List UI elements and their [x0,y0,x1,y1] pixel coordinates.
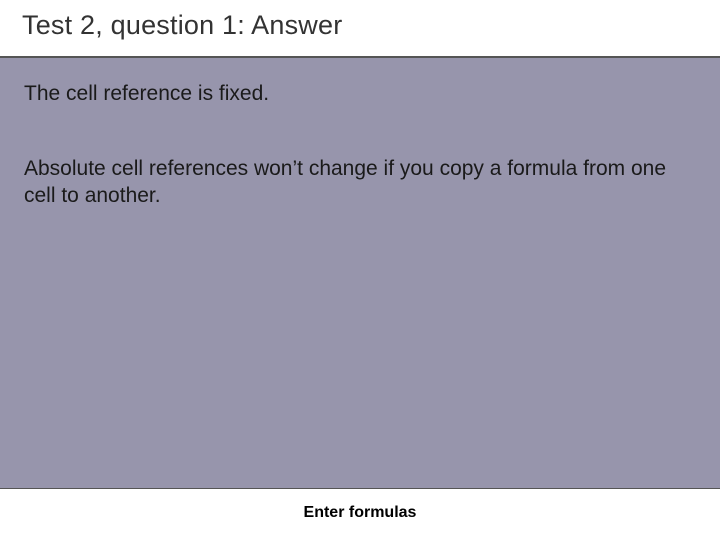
footer-text: Enter formulas [0,504,720,522]
body-text-1: The cell reference is fixed. [24,82,269,106]
slide: Test 2, question 1: Answer The cell refe… [0,0,720,540]
content-area [0,58,720,488]
slide-title: Test 2, question 1: Answer [22,10,342,41]
body-text-2: Absolute cell references won’t change if… [24,156,694,210]
